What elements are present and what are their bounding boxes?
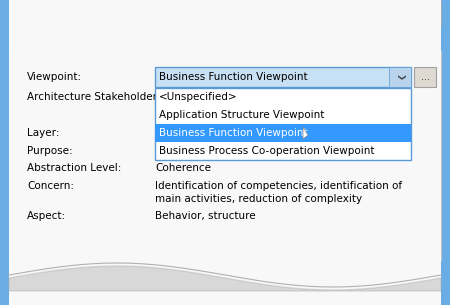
Text: Coherence: Coherence xyxy=(155,163,211,173)
Bar xyxy=(155,26,298,51)
Bar xyxy=(155,124,411,142)
Bar xyxy=(389,67,411,87)
Bar xyxy=(155,88,411,160)
Text: Business Process Co-operation Viewpoint: Business Process Co-operation Viewpoint xyxy=(159,146,374,156)
Bar xyxy=(0,0,9,305)
Text: References: References xyxy=(276,8,330,18)
Text: ❯: ❯ xyxy=(396,74,405,81)
Bar xyxy=(119,1,243,25)
Bar xyxy=(245,1,361,25)
Polygon shape xyxy=(9,266,441,291)
Text: Concern:: Concern: xyxy=(27,181,74,191)
Text: Identification of competencies, identification of: Identification of competencies, identifi… xyxy=(155,181,402,191)
Polygon shape xyxy=(303,127,308,139)
Text: Comments: Comments xyxy=(338,34,392,44)
Bar xyxy=(300,26,430,51)
Text: Aspect:: Aspect: xyxy=(27,211,66,221)
Text: Layer:: Layer: xyxy=(27,128,59,138)
Text: ...: ... xyxy=(420,72,429,82)
Text: Architecture Stakeholders:: Architecture Stakeholders: xyxy=(27,92,166,102)
Text: Business Function Viewpoint: Business Function Viewpoint xyxy=(159,128,308,138)
Text: Application Structure Viewpoint: Application Structure Viewpoint xyxy=(159,110,324,120)
Bar xyxy=(441,0,450,305)
Bar xyxy=(414,67,436,87)
Bar xyxy=(9,51,441,260)
Bar xyxy=(9,255,441,305)
Text: Behavior, structure: Behavior, structure xyxy=(155,211,256,221)
Text: +: + xyxy=(424,6,436,20)
Bar xyxy=(9,0,441,52)
Bar xyxy=(155,67,411,87)
Text: main activities, reduction of complexity: main activities, reduction of complexity xyxy=(155,194,362,204)
Text: Grid Setting: Grid Setting xyxy=(152,8,210,18)
Text: General: General xyxy=(44,8,82,18)
Text: Project Management: Project Management xyxy=(31,34,131,44)
Text: Viewpoint:: Viewpoint: xyxy=(27,72,82,82)
Text: Abstraction Level:: Abstraction Level: xyxy=(27,163,122,173)
Bar xyxy=(9,26,153,51)
Text: Viewpoint: Viewpoint xyxy=(199,34,254,44)
Bar xyxy=(419,1,441,25)
Text: Purpose:: Purpose: xyxy=(27,146,72,156)
Bar xyxy=(9,1,117,25)
Text: Business Function Viewpoint: Business Function Viewpoint xyxy=(159,72,308,82)
Polygon shape xyxy=(9,0,441,287)
Text: <Unspecified>: <Unspecified> xyxy=(159,92,238,102)
